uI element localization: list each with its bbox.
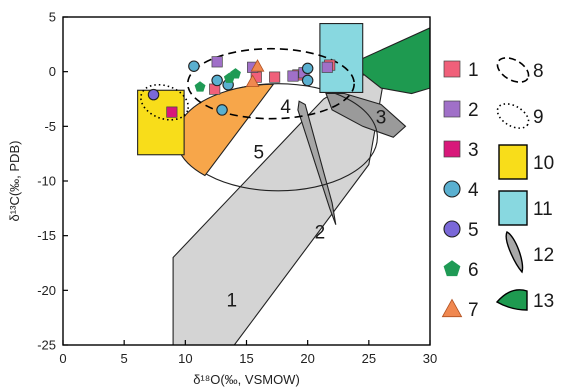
point-series-1-2 [269,71,281,83]
point-series-4-3 [216,104,228,116]
x-tick-label-1: 5 [121,351,128,366]
region-label-extra-0: 4 [280,97,291,118]
point-series-4-0 [188,60,200,72]
point-series-7-1 [250,59,265,72]
y-tick-label-5: -20 [37,283,56,298]
legend-item-1: 1 [443,60,479,81]
x-tick-label-3: 15 [239,351,253,366]
region-label-5: 5 [253,143,264,164]
legend-marker-12 [505,231,524,274]
y-tick-label-4: -15 [37,228,56,243]
legend-item-9: 9 [496,103,544,129]
legend-marker-10 [498,144,528,180]
legend-item-4: 4 [443,180,479,201]
legend-label-3: 3 [468,140,479,161]
point-series-5-0 [147,88,160,101]
legend-marker-1 [443,60,461,78]
point-series-4-5 [301,74,314,87]
y-axis-label: δ¹³C(‰, PDB) [7,141,22,222]
region-label-2: 2 [315,222,326,243]
region-9 [140,83,190,121]
legend-label-7: 7 [468,300,479,321]
legend-label-8: 8 [533,61,544,82]
legend-label-9: 9 [533,107,544,128]
legend-item-10: 10 [498,144,554,180]
region-label-1: 1 [227,290,238,311]
legend-label-12: 12 [533,245,554,266]
x-axis-label: δ¹⁸O(‰, VSMOW) [193,372,300,387]
x-tick-label-4: 20 [300,351,314,366]
point-series-3-0 [166,106,178,118]
legend-label-1: 1 [468,60,479,81]
legend-marker-6 [443,260,461,277]
y-tick-label-6: -25 [37,338,56,353]
region-label-3: 3 [376,108,387,129]
legend-marker-8 [496,57,530,83]
legend-item-8: 8 [496,57,544,83]
legend-label-11: 11 [533,199,553,220]
legend-label-6: 6 [468,260,479,281]
region-11 [319,23,364,93]
legend-item-7: 7 [441,298,479,321]
legend-item-11: 11 [498,190,553,226]
point-series-2-0 [211,56,223,68]
legend-marker-5 [443,220,461,238]
y-tick-label-2: -5 [44,119,56,134]
region-2 [297,100,337,225]
x-tick-label-2: 10 [178,351,192,366]
legend-item-13: 13 [495,289,554,312]
point-series-6-0 [194,81,206,92]
legend-marker-13 [495,289,528,311]
legend-marker-11 [498,190,528,226]
point-series-6-2 [230,68,241,79]
legend-marker-3 [443,140,461,158]
legend-marker-2 [443,100,461,118]
point-series-4-4 [301,62,314,75]
region-8 [186,47,355,120]
legend-label-5: 5 [468,220,479,241]
legend-label-10: 10 [533,153,554,174]
x-tick-label-6: 30 [423,351,437,366]
legend-marker-7 [441,298,463,318]
y-tick-label-0: 5 [49,10,56,25]
point-series-2-4 [321,61,333,73]
region-10 [137,89,185,156]
y-tick-label-1: 0 [49,64,56,79]
point-series-7-0 [245,74,260,87]
region-1 [172,59,388,345]
legend-item-2: 2 [443,100,479,121]
legend-label-4: 4 [468,180,479,201]
y-tick-label-3: -10 [37,174,56,189]
legend-label-13: 13 [533,291,554,312]
x-tick-label-5: 25 [362,351,376,366]
plot-area: 1 2 3 5 4 [137,23,430,345]
point-series-4-1 [211,74,223,87]
point-series-2-2 [287,70,299,82]
region-13 [349,27,430,95]
legend-item-12: 12 [505,231,554,274]
region-3 [325,92,407,138]
legend-item-5: 5 [443,220,479,241]
legend-item-6: 6 [443,260,479,281]
legend-label-2: 2 [468,100,479,121]
legend-marker-4 [443,180,461,198]
x-tick-label-0: 0 [59,351,66,366]
legend-marker-9 [496,103,530,129]
legend-item-3: 3 [443,140,479,161]
